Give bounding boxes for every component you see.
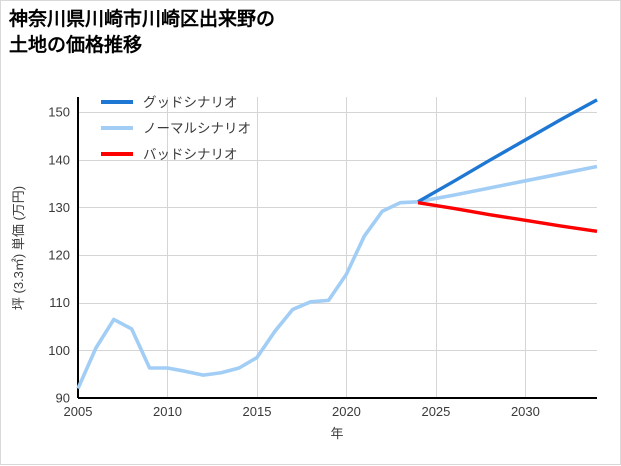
x-tick-label: 2030: [511, 404, 540, 419]
y-tick-label: 100: [48, 343, 70, 358]
x-tick-label: 2025: [421, 404, 450, 419]
legend-label: バッドシナリオ: [143, 147, 238, 162]
page-title: 神奈川県川崎市川崎区出来野の 土地の価格推移: [9, 9, 276, 56]
gridlines-group: [78, 97, 597, 398]
y-tick-label: 90: [56, 391, 70, 406]
axis-lines-group: [77, 97, 597, 399]
y-tick-label: 120: [48, 248, 70, 263]
y-axis-title: 坪 (3.3㎡) 単価 (万円): [11, 186, 26, 310]
y-tick-labels-group: 90 100 110 120 130 140 150: [48, 105, 70, 406]
series-line-bad: [417, 201, 598, 233]
series-line-normal: [76, 164, 598, 390]
legend-label: ノーマルシナリオ: [143, 121, 251, 136]
y-tick-label: 140: [48, 152, 70, 167]
x-tick-label: 2010: [153, 404, 182, 419]
x-tick-label: 2020: [332, 404, 361, 419]
x-tick-label: 2005: [64, 404, 93, 419]
x-tick-labels-group: 2005 2010 2015 2020 2025 2030: [64, 404, 540, 419]
series-group: [76, 98, 598, 390]
y-tick-label: 130: [48, 200, 70, 215]
legend-label: グッドシナリオ: [143, 95, 238, 110]
x-tick-label: 2015: [243, 404, 272, 419]
y-tick-label: 110: [49, 295, 70, 310]
y-tick-label: 150: [48, 105, 70, 120]
series-line-good: [417, 98, 598, 204]
x-axis-title: 年: [330, 426, 343, 441]
